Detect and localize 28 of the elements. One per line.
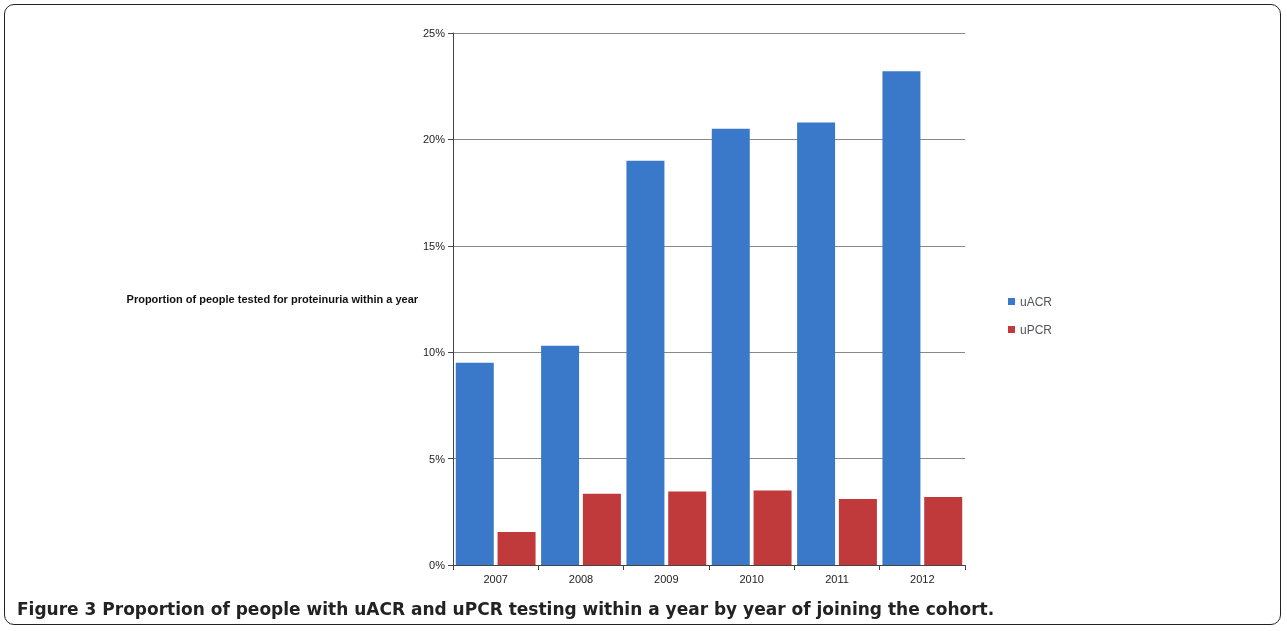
bar xyxy=(497,532,536,565)
x-tick-label: 2011 xyxy=(825,572,849,585)
bar xyxy=(797,122,836,565)
y-tick-label: 20% xyxy=(422,133,446,146)
bar xyxy=(541,345,580,565)
bar xyxy=(668,491,707,565)
x-tick-label: 2012 xyxy=(910,572,935,585)
legend-label: uPCR xyxy=(1019,322,1053,337)
bar xyxy=(711,128,750,565)
bar xyxy=(455,362,494,565)
bar xyxy=(882,71,921,565)
text: Figure 3 Proportion of people with uACR and uPCR testing within a year by year of joining the cohort. xyxy=(17,598,995,619)
bar xyxy=(626,160,665,565)
bar xyxy=(582,493,621,565)
y-tick-label: 10% xyxy=(422,346,446,359)
y-tick-label: 0% xyxy=(429,559,446,571)
x-tick-label: 2008 xyxy=(568,572,594,585)
x-tick-label: 2010 xyxy=(739,572,764,585)
x-tick-label: 2007 xyxy=(483,572,508,585)
x-tick-label: 2009 xyxy=(654,572,679,585)
y-tick-label: 15% xyxy=(422,239,446,252)
bar xyxy=(753,490,792,565)
y-tick-label: 25% xyxy=(422,27,446,39)
y-axis-title: Proportion of people tested for proteinuria within a year xyxy=(126,293,419,305)
y-tick-label: 5% xyxy=(429,452,446,465)
legend-label: uACR xyxy=(1019,294,1053,309)
bar xyxy=(838,499,877,565)
bar xyxy=(924,496,963,565)
